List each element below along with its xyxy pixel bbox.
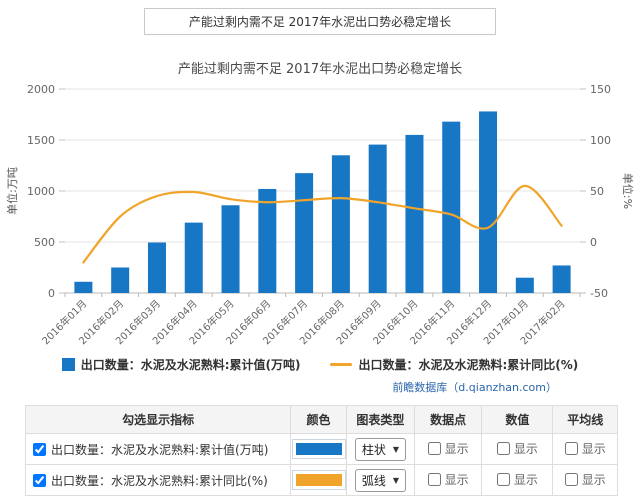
series1-chart-type-value: 柱状 bbox=[361, 442, 386, 457]
svg-text:1000: 1000 bbox=[27, 185, 55, 198]
legend-item-line-series[interactable]: 出口数量：水泥及水泥熟料:累计同比(%) bbox=[330, 356, 578, 373]
series-options-table: 勾选显示指标 颜色 图表类型 数据点 数值 平均线 出口数量：水泥及水泥熟料:累… bbox=[24, 405, 618, 496]
show-label: 显示 bbox=[581, 473, 606, 487]
series2-color-fill bbox=[295, 474, 342, 486]
series2-color-picker[interactable] bbox=[291, 470, 346, 490]
series1-chart-type-select[interactable]: 柱状 ▼ bbox=[354, 437, 406, 461]
legend-line-swatch-icon bbox=[330, 363, 353, 366]
series1-value-checkbox[interactable] bbox=[496, 442, 510, 455]
svg-text:0: 0 bbox=[590, 236, 597, 249]
series2-chart-type-select[interactable]: 弧线 ▼ bbox=[354, 468, 406, 492]
header-color: 颜色 bbox=[290, 405, 347, 434]
series1-datapoint-checkbox[interactable] bbox=[427, 442, 441, 455]
show-label: 显示 bbox=[513, 442, 538, 456]
series2-average-checkbox[interactable] bbox=[564, 473, 578, 486]
series1-average-checkbox[interactable] bbox=[564, 442, 578, 455]
table-row: 出口数量：水泥及水泥熟料:累计值(万吨) 柱状 ▼ 显示 显示 显示 bbox=[24, 433, 618, 465]
chart-plot-area: 0500100015002000-500501001502016年01月2016… bbox=[5, 83, 635, 347]
svg-text:1500: 1500 bbox=[27, 134, 55, 147]
table-header-row: 勾选显示指标 颜色 图表类型 数据点 数值 平均线 bbox=[24, 405, 618, 434]
series2-value-checkbox[interactable] bbox=[496, 473, 510, 486]
series1-color-picker[interactable] bbox=[291, 439, 346, 459]
chevron-down-icon: ▼ bbox=[392, 444, 399, 454]
svg-text:-50: -50 bbox=[590, 287, 608, 300]
series2-datapoint-checkbox[interactable] bbox=[427, 473, 441, 486]
svg-text:500: 500 bbox=[34, 236, 55, 249]
report-title-text: 产能过剩内需不足 2017年水泥出口势必稳定增长 bbox=[188, 15, 452, 29]
table-row: 出口数量：水泥及水泥熟料:累计同比(%) 弧线 ▼ 显示 显示 显示 bbox=[24, 464, 618, 496]
svg-text:2000: 2000 bbox=[27, 83, 55, 96]
series1-label: 出口数量：水泥及水泥熟料:累计值(万吨) bbox=[51, 442, 269, 457]
chart-title: 产能过剩内需不足 2017年水泥出口势必稳定增长 bbox=[177, 62, 463, 77]
chevron-down-icon: ▼ bbox=[392, 475, 399, 485]
show-label: 显示 bbox=[444, 442, 469, 456]
header-indicator: 勾选显示指标 bbox=[24, 405, 292, 434]
header-datapoint: 数据点 bbox=[413, 405, 483, 434]
chart-legend: 出口数量：水泥及水泥熟料:累计值(万吨) 出口数量：水泥及水泥熟料:累计同比(%… bbox=[0, 356, 640, 373]
svg-text:单位:万吨: 单位:万吨 bbox=[5, 167, 19, 215]
show-label: 显示 bbox=[581, 442, 606, 456]
series1-color-fill bbox=[295, 443, 342, 455]
series1-toggle-checkbox[interactable] bbox=[33, 442, 46, 456]
show-label: 显示 bbox=[444, 473, 469, 487]
svg-text:单位:%: 单位:% bbox=[621, 173, 635, 209]
series2-label: 出口数量：水泥及水泥熟料:累计同比(%) bbox=[51, 473, 268, 488]
legend-item-bar-series[interactable]: 出口数量：水泥及水泥熟料:累计值(万吨) bbox=[61, 356, 301, 373]
header-value: 数值 bbox=[481, 405, 554, 434]
header-average-line: 平均线 bbox=[552, 405, 618, 434]
report-title-box[interactable]: 产能过剩内需不足 2017年水泥出口势必稳定增长 bbox=[144, 8, 496, 35]
series2-chart-type-value: 弧线 bbox=[361, 473, 386, 488]
series2-toggle-checkbox[interactable] bbox=[33, 473, 46, 487]
legend-bar-swatch-icon bbox=[61, 358, 75, 371]
show-label: 显示 bbox=[513, 473, 538, 487]
svg-text:0: 0 bbox=[48, 287, 55, 300]
header-chart-type: 图表类型 bbox=[345, 405, 415, 434]
legend-bar-label: 出口数量：水泥及水泥熟料:累计值(万吨) bbox=[80, 358, 301, 372]
svg-text:50: 50 bbox=[590, 185, 604, 198]
data-source-link[interactable]: 前瞻数据库（d.qianzhan.com） bbox=[392, 381, 557, 394]
svg-text:100: 100 bbox=[590, 134, 611, 147]
svg-text:150: 150 bbox=[590, 83, 611, 96]
legend-line-label: 出口数量：水泥及水泥熟料:累计同比(%) bbox=[358, 358, 579, 372]
